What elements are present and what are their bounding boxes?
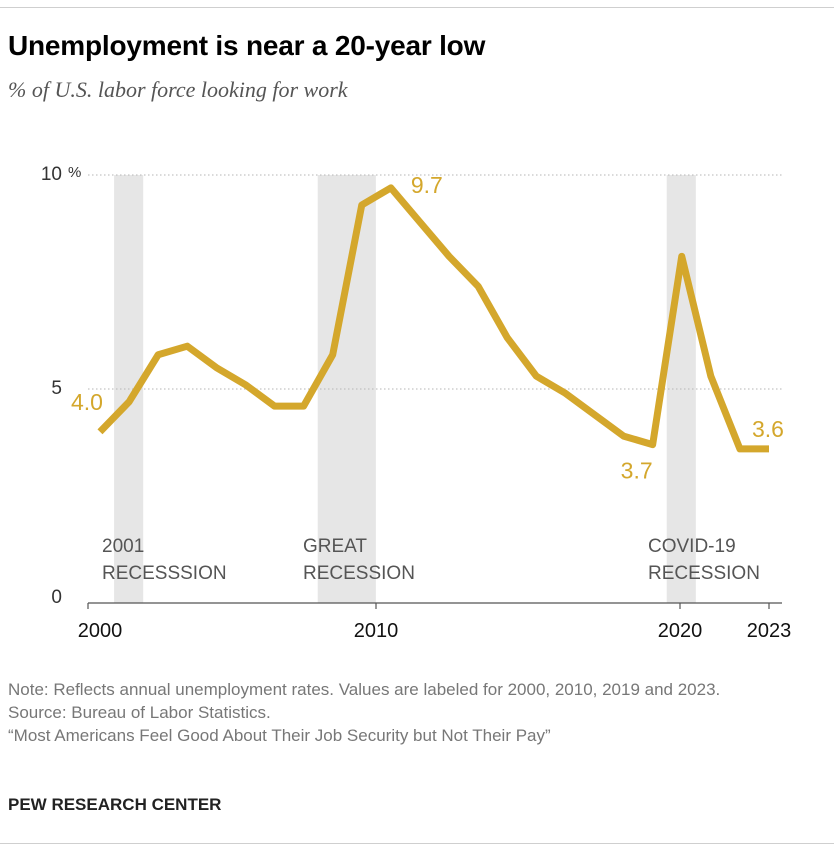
recession-labels: 2001 RECESSSION GREAT RECESSION COVID-19 RECE… — [102, 536, 760, 584]
recession-label-1-line-1: RECESSION — [303, 563, 415, 584]
recession-bands — [114, 175, 696, 603]
y-axis: 0 5 10% — [41, 164, 81, 608]
recession-band-1 — [317, 175, 376, 603]
y-tick-label-5: 5 — [51, 378, 62, 399]
x-tick-label-2023: 2023 — [747, 620, 792, 642]
series-group — [97, 184, 770, 453]
top-rule — [0, 7, 834, 8]
report-title: “Most Americans Feel Good About Their Jo… — [8, 726, 551, 745]
source-text: Source: Bureau of Labor Statistics. — [8, 703, 271, 722]
value-label-2019: 3.7 — [621, 458, 653, 484]
gridlines — [88, 174, 782, 604]
y-unit-label: % — [68, 164, 81, 181]
value-labels: 4.0 9.7 3.7 3.6 — [71, 172, 784, 484]
chart-notes: Note: Reflects annual unemployment rates… — [8, 678, 828, 747]
bottom-rule — [0, 843, 834, 844]
chart-subtitle: % of U.S. labor force looking for work — [8, 77, 348, 102]
recession-label-2-line-1: RECESSION — [648, 563, 760, 584]
x-tick-label-2010: 2010 — [354, 620, 399, 642]
recession-label-0-line-1: RECESSSION — [102, 563, 227, 584]
y-tick-label-10: 10 — [41, 164, 62, 185]
unemployment-line-chart: 0 5 10% 2000 2010 2020 2023 2001 RECESSSION GRE… — [41, 164, 792, 642]
x-tick-label-2000: 2000 — [78, 620, 123, 642]
x-axis: 2000 2010 2020 2023 — [78, 603, 792, 642]
recession-label-1-line-0: GREAT — [303, 536, 367, 557]
chart-title: Unemployment is near a 20-year low — [8, 30, 486, 61]
note-text: Note: Reflects annual unemployment rates… — [8, 680, 721, 699]
y-tick-label-0: 0 — [51, 587, 62, 608]
brand-logo-text: PEW RESEARCH CENTER — [8, 795, 222, 814]
value-label-2023: 3.6 — [752, 416, 784, 442]
value-label-2000: 4.0 — [71, 389, 103, 415]
x-tick-label-2020: 2020 — [658, 620, 703, 642]
unemployment-rate-line — [97, 184, 769, 453]
recession-label-2-line-0: COVID-19 — [648, 536, 736, 557]
value-label-2010: 9.7 — [411, 172, 443, 198]
recession-label-0-line-0: 2001 — [102, 536, 144, 557]
